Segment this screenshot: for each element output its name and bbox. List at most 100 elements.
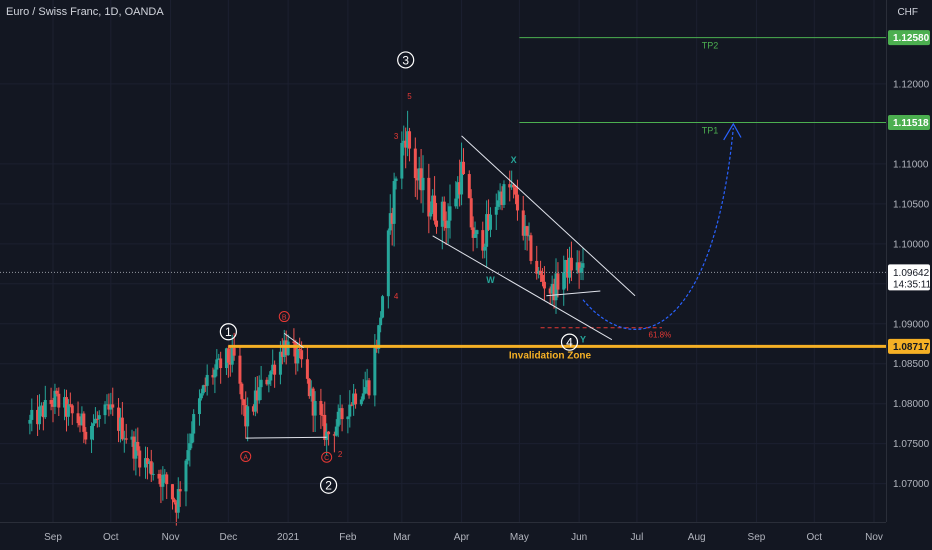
wedge-base-line <box>546 290 601 297</box>
candle-body <box>348 404 352 417</box>
y-tick-label: 1.10500 <box>893 199 930 210</box>
candle-body <box>43 400 47 418</box>
candle-body <box>327 431 331 435</box>
candle-body <box>467 174 471 199</box>
candle-body <box>554 273 558 301</box>
candle-body <box>286 341 290 356</box>
wave-circle <box>219 323 237 341</box>
candle-body <box>367 380 371 396</box>
candle-body <box>246 406 250 427</box>
x-tick-label: Aug <box>688 532 706 543</box>
candle-body <box>267 380 271 385</box>
candle-body <box>132 436 136 459</box>
candle-body <box>537 270 541 274</box>
wave-label: 3 <box>402 53 409 67</box>
candle-body <box>63 397 67 408</box>
candle-body <box>579 267 583 273</box>
candle-body <box>340 408 344 420</box>
candle-body <box>64 397 68 417</box>
candle-body <box>232 347 236 356</box>
wave-label: 1 <box>225 325 232 339</box>
candle-body <box>240 383 244 400</box>
price-badge-text: 1.08717 <box>893 342 930 353</box>
candle-body <box>514 187 518 195</box>
candle-body <box>338 408 342 412</box>
candle-body <box>203 385 207 387</box>
candle-body <box>498 191 502 201</box>
candle-body <box>300 350 304 360</box>
candle-body <box>170 484 174 500</box>
candle-body <box>415 178 419 181</box>
candle-body <box>354 393 358 405</box>
currency-label: CHF <box>897 7 918 18</box>
candle-body <box>93 418 97 424</box>
candle-body <box>440 201 444 227</box>
grid-lines <box>0 0 886 522</box>
candle-body <box>296 348 300 364</box>
candle-body <box>57 393 61 408</box>
candle-body <box>41 405 45 418</box>
candle-body <box>404 140 408 148</box>
y-tick-label: 1.07500 <box>893 439 930 450</box>
candle-body <box>515 194 519 211</box>
candle-body <box>124 438 128 440</box>
candle-body <box>30 409 34 420</box>
candle-body <box>238 355 242 384</box>
candle-body <box>197 398 201 415</box>
target-label-tp1: TP1 <box>702 125 719 135</box>
wave-labels: 1 2 3 4 A B C 5 3 4 2 X W Y <box>219 51 586 494</box>
candle-body <box>529 235 533 261</box>
candle-body <box>205 374 209 386</box>
candle-body <box>201 385 205 394</box>
candle-body <box>144 458 148 468</box>
price-badge-text: 1.12580 <box>893 33 930 44</box>
candle-body <box>90 425 94 440</box>
candle-body <box>242 399 246 406</box>
candle-body <box>53 390 57 407</box>
candle-body <box>323 414 327 440</box>
candle-body <box>512 184 516 188</box>
price-badge <box>888 338 930 354</box>
wave-circle <box>560 333 579 351</box>
candle-body <box>174 502 178 513</box>
y-tick-label: 1.09000 <box>893 319 930 330</box>
abc-circle <box>278 311 290 323</box>
candle-body <box>390 213 394 224</box>
candle-body <box>494 206 498 215</box>
abc-base-line <box>245 436 327 439</box>
candle-body <box>496 200 500 207</box>
countdown-text: 14:35:11 <box>893 279 932 290</box>
candle-body <box>325 431 329 440</box>
candle-body <box>556 273 560 290</box>
candle-body <box>219 358 223 369</box>
wave-circle <box>397 51 415 69</box>
subwave-label: 4 <box>394 292 399 301</box>
candle-body <box>211 374 215 378</box>
candle-body <box>386 230 390 297</box>
candle-body <box>82 413 86 432</box>
candle-body <box>454 198 458 207</box>
candle-body <box>442 201 446 221</box>
candle-body <box>188 443 192 451</box>
candle-body <box>319 400 323 415</box>
candle-body <box>365 380 369 388</box>
candle-body <box>226 348 230 363</box>
candle-body <box>97 415 101 419</box>
candle-body <box>462 161 465 175</box>
candle-body <box>157 473 161 479</box>
x-tick-label: Nov <box>865 532 883 543</box>
abc-label: B <box>282 315 287 322</box>
candles <box>28 110 585 526</box>
candle-body <box>292 341 296 344</box>
candle-body <box>172 499 176 503</box>
candle-body <box>375 347 379 349</box>
y-tick-label: 1.08000 <box>893 399 930 410</box>
projection-curve <box>582 127 734 330</box>
candle-body <box>569 257 573 271</box>
wedge-upper-line <box>461 135 636 297</box>
candle-body <box>282 340 286 357</box>
candle-body <box>552 283 556 301</box>
candle-body <box>68 404 72 406</box>
candle-body <box>336 411 340 427</box>
